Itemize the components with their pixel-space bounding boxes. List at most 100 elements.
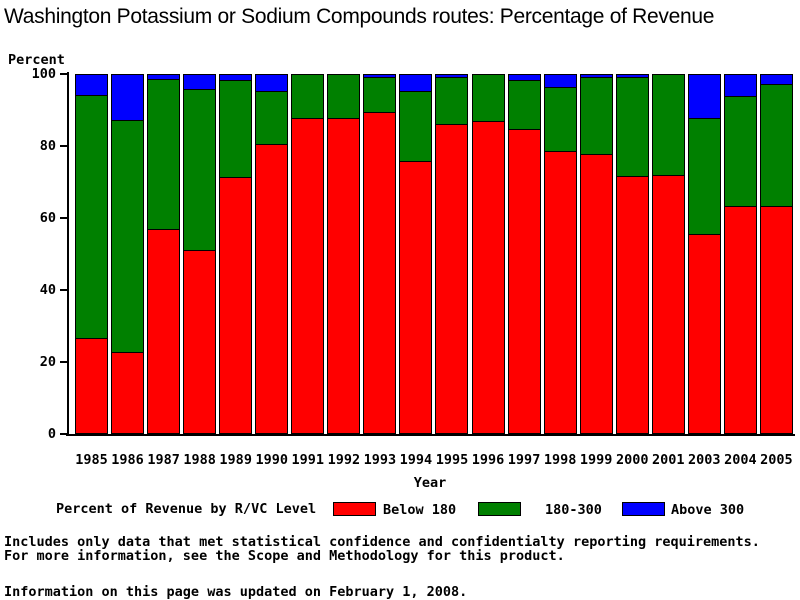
bar-1999: 1999 xyxy=(579,74,613,468)
bar-1986: 1986 xyxy=(111,74,145,468)
x-tick-label: 1990 xyxy=(255,452,288,468)
x-tick-label: 1992 xyxy=(327,452,361,468)
bar-segment-above-300 xyxy=(184,75,216,90)
updated-note: Information on this page was updated on … xyxy=(4,584,468,600)
bar-segment-above-300 xyxy=(508,75,540,81)
x-tick-label: 1991 xyxy=(291,452,325,468)
bar-segment-above-300 xyxy=(760,75,792,84)
bar-1992: 1992 xyxy=(327,74,361,468)
bar-1985: 1985 xyxy=(75,74,108,468)
bar-segment-below-180 xyxy=(724,205,756,433)
bar-segment-above-300 xyxy=(256,75,288,92)
x-tick-label: 1986 xyxy=(111,452,144,468)
x-tick-label: 1987 xyxy=(147,452,180,468)
bar-1988: 1988 xyxy=(183,74,217,468)
bar-segment-180-300 xyxy=(292,75,324,118)
legend-swatch-180-300 xyxy=(478,502,521,516)
x-tick-label: 1994 xyxy=(399,452,433,468)
bar-segment-below-180 xyxy=(616,175,648,433)
x-tick-label: 1996 xyxy=(471,452,505,468)
bar-segment-180-300 xyxy=(544,87,576,151)
bar-2003: 2003 xyxy=(687,74,721,468)
x-tick-label: 1988 xyxy=(183,452,216,468)
bar-segment-180-300 xyxy=(328,75,360,118)
footnote-line-2: For more information, see the Scope and … xyxy=(4,548,565,564)
y-tick-label: 0 xyxy=(47,426,56,442)
bar-segment-above-300 xyxy=(364,75,396,77)
bar-segment-above-300 xyxy=(148,75,180,79)
bar-segment-below-180 xyxy=(580,154,612,434)
bar-segment-below-180 xyxy=(112,351,144,433)
y-tick-mark xyxy=(60,217,68,219)
x-tick-label: 1995 xyxy=(435,452,469,468)
bar-2005: 2005 xyxy=(759,74,793,468)
bar-2000: 2000 xyxy=(615,74,649,468)
bar-segment-180-300 xyxy=(724,96,756,206)
bar-segment-above-300 xyxy=(76,75,107,95)
bar-segment-below-180 xyxy=(472,121,504,433)
bar-segment-180-300 xyxy=(472,75,504,122)
bar-segment-below-180 xyxy=(184,250,216,433)
bars-container: 1985 1986 1987 1988 1989 1990 1991 1992 1993 1994… xyxy=(75,74,793,468)
bar-segment-below-180 xyxy=(436,124,468,433)
bar-segment-below-180 xyxy=(508,129,540,433)
y-tick-label: 40 xyxy=(39,282,56,298)
bar-segment-180-300 xyxy=(220,80,252,178)
bar-1994: 1994 xyxy=(399,74,433,468)
bar-1995: 1995 xyxy=(435,74,469,468)
legend-label: 180-300 xyxy=(545,502,602,518)
bar-segment-below-180 xyxy=(328,117,360,433)
bar-segment-below-180 xyxy=(256,143,288,433)
x-tick-label: 1993 xyxy=(363,452,397,468)
x-tick-label: 2001 xyxy=(651,452,685,468)
bar-1991: 1991 xyxy=(291,74,325,468)
y-tick-mark xyxy=(60,73,68,75)
y-axis-label: Percent xyxy=(8,52,65,68)
y-tick-mark xyxy=(60,289,68,291)
bar-1989: 1989 xyxy=(219,74,253,468)
y-axis-line xyxy=(67,72,69,436)
bar-segment-below-180 xyxy=(400,161,432,433)
bar-segment-180-300 xyxy=(148,78,180,230)
bar-1997: 1997 xyxy=(507,74,541,468)
bar-segment-above-300 xyxy=(724,75,756,97)
x-axis-line xyxy=(66,434,795,436)
legend-label: Below 180 xyxy=(383,502,457,518)
x-tick-label: 1997 xyxy=(507,452,541,468)
bar-2001: 2001 xyxy=(651,74,685,468)
bar-1987: 1987 xyxy=(147,74,181,468)
bar-segment-above-300 xyxy=(220,75,252,81)
x-tick-label: 2005 xyxy=(760,452,793,468)
bar-segment-below-180 xyxy=(688,234,720,433)
bar-segment-180-300 xyxy=(256,91,288,144)
bar-segment-180-300 xyxy=(436,76,468,125)
x-tick-label: 1985 xyxy=(75,452,108,468)
legend-title: Percent of Revenue by R/VC Level xyxy=(56,501,317,517)
x-axis-title: Year xyxy=(413,475,447,491)
legend-label: Above 300 xyxy=(671,502,745,518)
bar-1998: 1998 xyxy=(543,74,577,468)
bar-segment-below-180 xyxy=(544,150,576,433)
y-tick-label: 100 xyxy=(31,66,56,82)
y-tick-label: 80 xyxy=(39,138,56,154)
bar-segment-above-300 xyxy=(400,75,432,92)
bar-segment-180-300 xyxy=(652,75,684,175)
bar-1993: 1993 xyxy=(363,74,397,468)
bar-segment-below-180 xyxy=(292,117,324,433)
y-tick-mark xyxy=(60,145,68,147)
x-tick-label: 2003 xyxy=(688,452,721,468)
bar-segment-below-180 xyxy=(148,229,180,433)
bar-segment-below-180 xyxy=(760,205,792,434)
footnote-line-1: Includes only data that met statistical … xyxy=(4,534,760,550)
bar-1990: 1990 xyxy=(255,74,289,468)
y-tick-label: 20 xyxy=(39,354,56,370)
bar-segment-above-300 xyxy=(436,75,468,77)
x-tick-label: 2004 xyxy=(724,452,757,468)
bar-segment-above-300 xyxy=(544,75,576,88)
bar-segment-above-300 xyxy=(112,75,144,120)
legend-swatch-above-300 xyxy=(622,502,665,516)
bar-segment-180-300 xyxy=(616,76,648,176)
bar-segment-180-300 xyxy=(76,94,107,338)
bar-segment-180-300 xyxy=(760,83,792,206)
